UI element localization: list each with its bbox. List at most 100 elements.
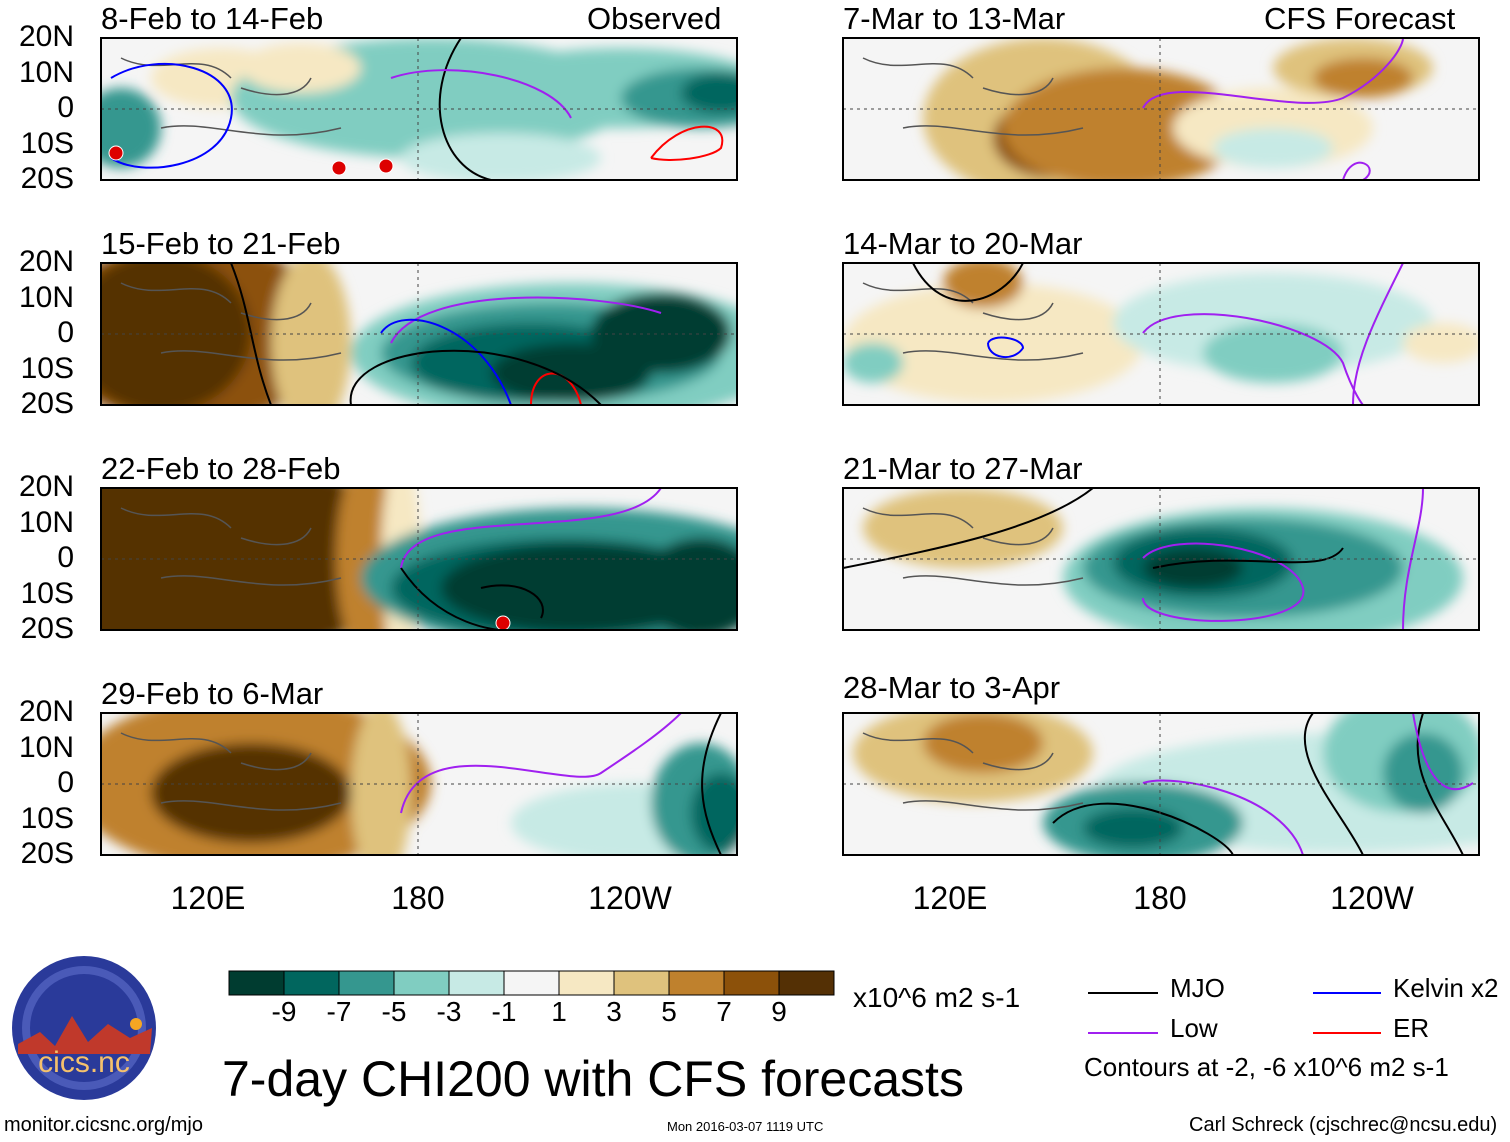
map-panel xyxy=(101,263,737,405)
storm-marker xyxy=(108,145,124,161)
coastline xyxy=(862,507,1084,586)
anomaly-region xyxy=(1143,548,1243,588)
panel-title: 14-Mar to 20-Mar xyxy=(843,226,1083,261)
anomaly-region xyxy=(923,713,1043,773)
anomaly-region xyxy=(863,488,1063,568)
coastline xyxy=(120,507,342,586)
contour-line xyxy=(1402,488,1424,630)
contour-line xyxy=(380,318,512,405)
contour-line xyxy=(1303,713,1364,855)
anomaly-region xyxy=(1403,323,1479,363)
anomaly-region xyxy=(843,283,1143,403)
contour-line xyxy=(1142,313,1364,405)
panel-frame xyxy=(842,37,1480,181)
contour-line xyxy=(1142,779,1304,855)
panel-title: 22-Feb to 28-Feb xyxy=(101,451,341,486)
contour-line xyxy=(110,63,233,169)
colorbar-swatch xyxy=(613,970,670,996)
colorbar-tick-label: -9 xyxy=(271,996,297,1027)
contour-line xyxy=(349,349,602,405)
coastline xyxy=(862,282,1084,361)
map-panel xyxy=(843,38,1479,180)
coastline xyxy=(120,282,342,361)
lat-tick-label: 20N xyxy=(18,695,74,728)
contour-line xyxy=(1416,713,1464,855)
observed-label: Observed xyxy=(587,1,722,36)
contour-line xyxy=(530,372,582,405)
lat-tick-label: 20N xyxy=(18,245,74,278)
contour-line xyxy=(701,713,722,855)
panel-frame xyxy=(842,712,1480,856)
colorbar-swatch xyxy=(778,970,835,996)
panel-frame xyxy=(100,37,738,181)
lon-tick-label: 120W xyxy=(588,880,672,916)
anomaly-region xyxy=(843,343,903,383)
map-panel xyxy=(843,488,1479,630)
map-panel xyxy=(101,713,737,855)
lat-tick-label: 10S xyxy=(20,801,74,835)
colorbar-swatch xyxy=(558,970,615,996)
contour-line xyxy=(390,296,662,344)
lat-tick-label: 10N xyxy=(18,505,74,539)
anomaly-region xyxy=(241,43,361,93)
legend-mjo: MJO xyxy=(1088,973,1225,1004)
panel-title: 21-Mar to 27-Mar xyxy=(843,451,1083,486)
main-title: 7-day CHI200 with CFS forecasts xyxy=(222,1051,964,1107)
lat-tick-label: 0 xyxy=(57,91,74,124)
colorbar-swatch xyxy=(228,970,285,996)
colorbar-tick-label: 1 xyxy=(551,996,567,1027)
coastline xyxy=(862,57,1084,136)
contour-line xyxy=(400,713,682,814)
contour-line xyxy=(1412,713,1474,790)
panel-frame xyxy=(100,487,738,631)
map-panels xyxy=(100,37,1480,856)
colorbar-tick-label: -3 xyxy=(436,996,462,1027)
anomaly-region xyxy=(1083,808,1183,848)
storm-marker xyxy=(495,615,511,630)
contour-line xyxy=(1142,38,1404,109)
contour-note: Contours at -2, -6 x10^6 m2 s-1 xyxy=(1084,1052,1449,1082)
map-panel xyxy=(101,488,737,630)
lon-tick-label: 180 xyxy=(1133,880,1187,916)
panel-title: 15-Feb to 21-Feb xyxy=(101,226,341,261)
contour-line xyxy=(230,263,272,405)
contour-line xyxy=(480,584,544,619)
footer-timestamp: Mon 2016-03-07 1119 UTC xyxy=(667,1119,824,1134)
map-panel xyxy=(843,263,1479,405)
legend-kelvin: Kelvin x2 xyxy=(1313,973,1499,1004)
lat-tick-label: 20S xyxy=(20,162,74,195)
lat-tick-label: 20S xyxy=(20,387,74,420)
anomaly-region xyxy=(101,263,251,405)
anomaly-region xyxy=(691,773,737,853)
anomaly-region xyxy=(1003,68,1243,180)
colorbar-tick-label: -7 xyxy=(326,996,352,1027)
lat-tick-label: 20S xyxy=(20,612,74,645)
lat-tick-label: 10S xyxy=(20,126,74,160)
logo-text: cics.nc xyxy=(38,1046,130,1079)
footer-url[interactable]: monitor.cicsnc.org/mjo xyxy=(4,1114,203,1136)
anomaly-region xyxy=(1313,58,1413,98)
panel-title: 7-Mar to 13-Mar xyxy=(843,1,1066,36)
panel-title: 29-Feb to 6-Mar xyxy=(101,676,324,711)
lat-tick-label: 20N xyxy=(18,20,74,53)
colorbar-swatch xyxy=(723,970,780,996)
anomaly-region xyxy=(943,263,1023,308)
lat-tick-label: 0 xyxy=(57,541,74,574)
colorbar-swatch xyxy=(503,970,560,996)
colorbar-tick-label: 5 xyxy=(661,996,677,1027)
contour-line xyxy=(1342,161,1371,180)
map-panel xyxy=(843,713,1479,855)
colorbar-swatch xyxy=(338,970,395,996)
lat-tick-label: 0 xyxy=(57,316,74,349)
lon-tick-label: 120W xyxy=(1330,880,1414,916)
colorbar xyxy=(228,970,835,996)
colorbar-swatch xyxy=(393,970,450,996)
lat-tick-label: 0 xyxy=(57,766,74,799)
contour-line xyxy=(400,488,662,569)
anomaly-region xyxy=(1383,733,1463,813)
panel-frame xyxy=(100,262,738,406)
contour-line xyxy=(650,125,724,161)
panel-title: 8-Feb to 14-Feb xyxy=(101,1,324,36)
contour-line xyxy=(987,336,1025,358)
storm-marker xyxy=(378,158,394,174)
